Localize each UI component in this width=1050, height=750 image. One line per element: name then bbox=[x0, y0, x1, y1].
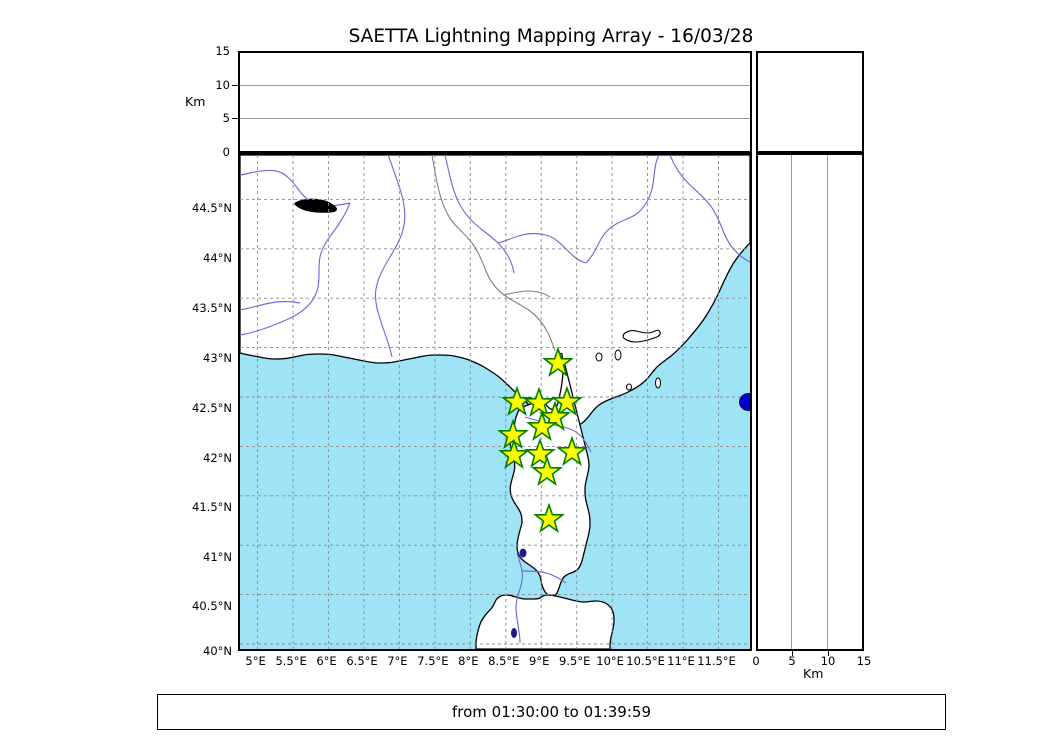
map-lat-tick-40: 40°N bbox=[203, 644, 232, 658]
map-lon-tick-10.5: 10.5°E bbox=[626, 654, 665, 668]
right-panel-xtick-0: 0 bbox=[752, 654, 760, 668]
right-panel-xtickmark-5 bbox=[791, 651, 793, 656]
map-lon-tick-7: 7°E bbox=[387, 654, 408, 668]
corner-panel[interactable] bbox=[756, 51, 864, 153]
map-lon-tick-5.5: 5.5°E bbox=[275, 654, 307, 668]
status-text: from 01:30:00 to 01:39:59 bbox=[451, 703, 651, 721]
island-capraia bbox=[614, 349, 622, 361]
top-panel-ytick-0: 0 bbox=[222, 145, 230, 159]
lma-station-marker bbox=[523, 386, 555, 417]
map-panel[interactable] bbox=[238, 153, 752, 651]
top-panel-ytick-15: 15 bbox=[215, 44, 230, 58]
map-lon-tick-6.5: 6.5°E bbox=[346, 654, 378, 668]
top-panel-ytick-10: 10 bbox=[215, 77, 230, 92]
gridlines-group bbox=[240, 155, 750, 649]
right-panel-xtick-15: 15 bbox=[856, 654, 872, 668]
map-lat-tick-42.5: 42.5°N bbox=[192, 401, 232, 415]
island-montecristo bbox=[655, 377, 661, 389]
coast-sardinia bbox=[475, 594, 615, 649]
map-lon-tick-11: 11°E bbox=[667, 654, 695, 668]
lma-station-marker bbox=[551, 385, 583, 416]
map-lon-tick-9: 9°E bbox=[529, 654, 550, 668]
map-graphics bbox=[240, 155, 750, 649]
page-title: SAETTA Lightning Mapping Array - 16/03/2… bbox=[348, 26, 754, 47]
river-2 bbox=[374, 155, 406, 358]
lma-station-marker bbox=[533, 502, 565, 533]
right-panel-xaxis-label: Km bbox=[803, 666, 824, 681]
lma-station-marker bbox=[526, 410, 558, 441]
border-region bbox=[503, 290, 551, 298]
map-lat-tick-42: 42°N bbox=[203, 451, 232, 465]
lma-station-marker bbox=[498, 438, 530, 469]
rivers-group bbox=[240, 155, 750, 644]
river-6 bbox=[585, 155, 660, 264]
map-lon-tick-8.5: 8.5°E bbox=[488, 654, 520, 668]
borders-group bbox=[431, 155, 556, 352]
river-sardinia-1 bbox=[515, 552, 523, 644]
right-gridline-10km bbox=[826, 155, 828, 649]
coast-elba bbox=[622, 329, 661, 343]
lake-2 bbox=[511, 628, 517, 638]
map-lon-tick-6: 6°E bbox=[316, 654, 337, 668]
right-gridline-5km bbox=[791, 155, 793, 649]
map-lon-tick-9.5: 9.5°E bbox=[559, 654, 591, 668]
map-clip bbox=[240, 155, 750, 649]
right-panel-xtickmark-10 bbox=[827, 651, 829, 656]
map-lat-tick-43: 43°N bbox=[203, 351, 232, 365]
map-lat-tick-41: 41°N bbox=[203, 550, 232, 564]
map-lat-tick-40.5: 40.5°N bbox=[192, 599, 232, 613]
lakes-group bbox=[511, 548, 527, 638]
river-sardinia-2 bbox=[521, 570, 567, 584]
map-lon-tick-8: 8°E bbox=[458, 654, 479, 668]
top-panel-ytick-5: 5 bbox=[222, 111, 230, 126]
altitude-vs-latitude-panel[interactable] bbox=[756, 153, 864, 651]
island-pianosa bbox=[626, 383, 632, 391]
lma-station-marker bbox=[556, 435, 588, 466]
river-4 bbox=[444, 155, 515, 274]
island-gorgona bbox=[595, 352, 603, 362]
map-lat-tick-44.5: 44.5°N bbox=[192, 201, 232, 215]
gridline-10km bbox=[240, 84, 750, 86]
border-france-italy bbox=[431, 155, 556, 352]
lma-station-marker bbox=[524, 437, 556, 468]
map-lat-tick-43.5: 43.5°N bbox=[192, 301, 232, 315]
map-lat-tick-41.5: 41.5°N bbox=[192, 500, 232, 514]
river-7 bbox=[669, 155, 750, 263]
right-panel-xtick-5: 5 bbox=[788, 654, 796, 668]
right-panel-xtick-10: 10 bbox=[820, 654, 836, 668]
rhone-delta bbox=[294, 198, 338, 213]
status-bar[interactable]: from 01:30:00 to 01:39:59 bbox=[157, 694, 946, 730]
top-panel-yaxis-label: Km bbox=[185, 94, 206, 109]
river-5 bbox=[497, 232, 587, 264]
map-lon-tick-10: 10°E bbox=[596, 654, 624, 668]
lma-station-marker bbox=[501, 385, 533, 416]
map-lon-tick-5: 5°E bbox=[245, 654, 266, 668]
river-3 bbox=[240, 202, 351, 336]
river-8 bbox=[240, 300, 301, 311]
altitude-vs-longitude-panel[interactable] bbox=[238, 51, 752, 153]
vhf-source-marker bbox=[739, 393, 750, 411]
lma-station-marker bbox=[542, 346, 574, 377]
map-lat-tick-44: 44°N bbox=[203, 251, 232, 265]
lma-station-marker bbox=[531, 455, 563, 486]
map-lon-tick-11.5: 11.5°E bbox=[697, 654, 736, 668]
top-panel-ytickmark-10 bbox=[232, 84, 238, 86]
lake-1 bbox=[519, 548, 527, 558]
lma-station-marker bbox=[497, 418, 529, 449]
top-panel-ytickmark-5 bbox=[232, 118, 238, 120]
gridline-5km bbox=[240, 117, 750, 119]
lma-stations-group bbox=[497, 346, 588, 533]
map-lon-tick-7.5: 7.5°E bbox=[417, 654, 449, 668]
